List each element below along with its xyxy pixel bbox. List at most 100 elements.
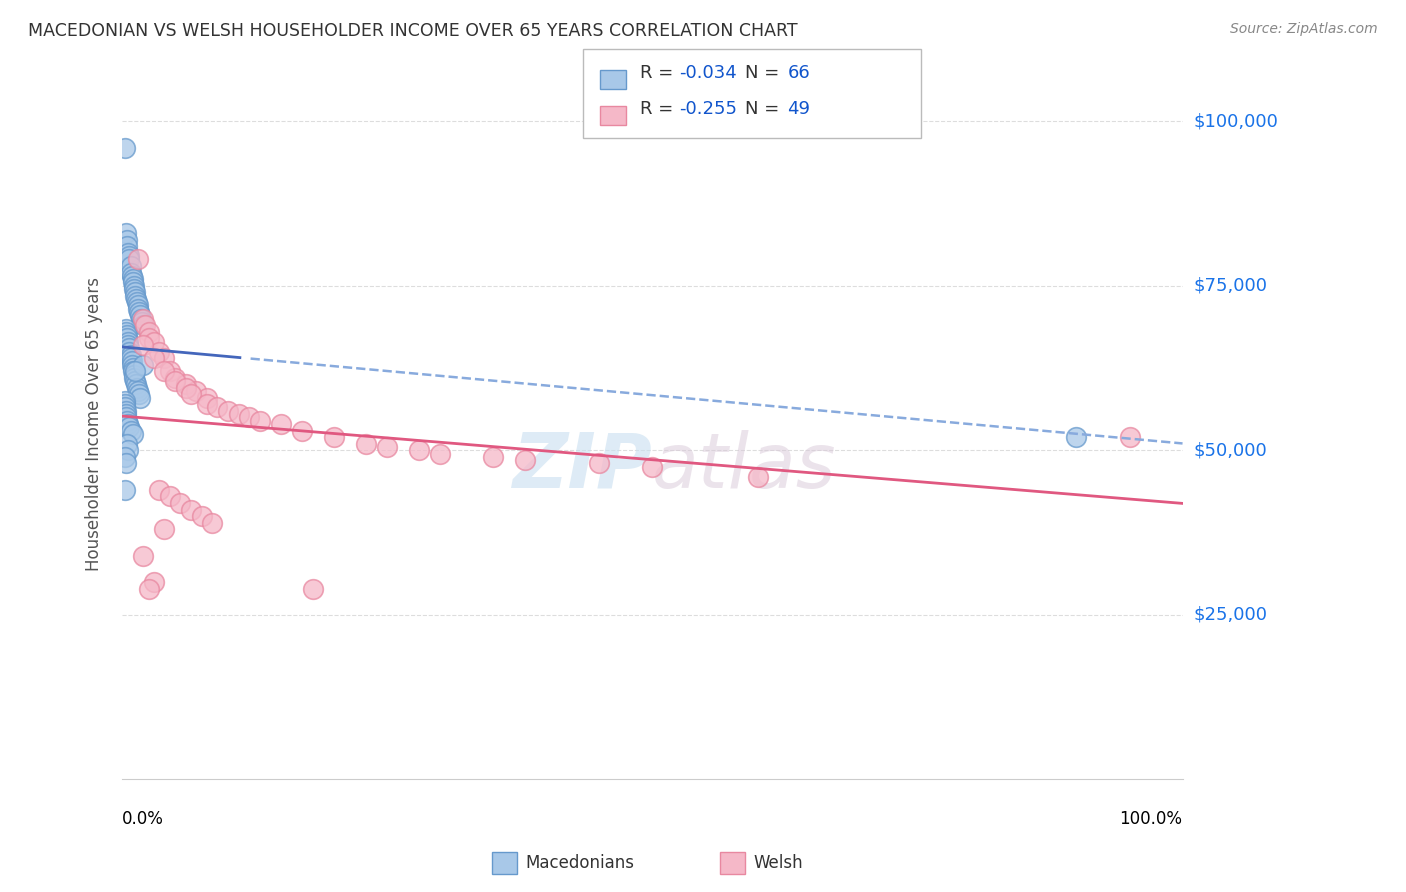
Point (217, 404, 239, 418)
Point (118, 341, 141, 355)
Y-axis label: Householder Income Over 65 years: Householder Income Over 65 years (86, 277, 103, 571)
Point (115, 407, 138, 421)
Point (132, 311, 155, 326)
Point (118, 249, 141, 263)
Text: 49: 49 (787, 100, 810, 118)
Text: atlas: atlas (652, 430, 837, 504)
Point (115, 410, 138, 425)
Point (124, 285, 146, 300)
Point (159, 489, 181, 503)
Point (121, 354, 143, 368)
Text: $100,000: $100,000 (1194, 112, 1278, 130)
Point (115, 457, 138, 471)
Point (159, 364, 181, 378)
Point (249, 414, 271, 428)
Point (153, 522, 176, 536)
Point (117, 436, 139, 450)
Point (114, 483, 136, 497)
Point (117, 233, 139, 247)
Point (513, 453, 536, 467)
Point (125, 292, 148, 306)
Point (115, 321, 138, 335)
Point (153, 351, 176, 365)
Point (117, 239, 139, 253)
Text: 0.0%: 0.0% (122, 810, 165, 828)
Point (180, 502, 202, 516)
Point (114, 397, 136, 411)
Point (128, 387, 150, 401)
Point (134, 318, 156, 333)
Point (117, 328, 139, 343)
Point (291, 424, 314, 438)
Point (122, 282, 145, 296)
Point (142, 351, 165, 365)
Point (408, 443, 430, 458)
Point (115, 325, 138, 339)
Point (125, 377, 148, 392)
Point (201, 516, 224, 530)
Point (117, 334, 139, 349)
Point (180, 387, 202, 401)
Point (165, 371, 187, 385)
Point (127, 301, 149, 316)
Point (114, 393, 136, 408)
Point (190, 509, 212, 524)
Point (115, 404, 138, 418)
Point (122, 278, 145, 293)
Point (118, 344, 141, 359)
Point (115, 226, 138, 240)
Point (125, 295, 148, 310)
Point (121, 358, 143, 372)
Point (138, 331, 160, 345)
Point (747, 469, 769, 483)
Point (114, 401, 136, 415)
Text: -0.034: -0.034 (679, 64, 737, 82)
Point (142, 574, 165, 589)
Point (120, 351, 142, 365)
Point (120, 259, 142, 273)
Point (165, 374, 187, 388)
Point (122, 371, 145, 385)
Point (124, 364, 146, 378)
Point (132, 358, 155, 372)
Point (238, 410, 260, 425)
Point (121, 361, 143, 376)
Point (174, 377, 197, 392)
Point (429, 446, 451, 460)
Point (588, 457, 610, 471)
Point (127, 252, 149, 267)
Point (129, 309, 152, 323)
Text: $50,000: $50,000 (1194, 442, 1267, 459)
Point (120, 424, 142, 438)
Point (121, 276, 143, 290)
Point (270, 417, 292, 431)
Text: N =: N = (745, 64, 785, 82)
Text: MACEDONIAN VS WELSH HOUSEHOLDER INCOME OVER 65 YEARS CORRELATION CHART: MACEDONIAN VS WELSH HOUSEHOLDER INCOME O… (28, 22, 797, 40)
Point (122, 368, 145, 382)
Point (641, 459, 664, 474)
Point (125, 381, 148, 395)
Point (207, 401, 229, 415)
Point (118, 252, 141, 267)
Point (124, 374, 146, 388)
Point (132, 318, 155, 333)
Text: Macedonians: Macedonians (526, 854, 636, 871)
Point (186, 384, 208, 398)
Point (118, 420, 141, 434)
Point (124, 288, 146, 302)
Point (117, 338, 139, 352)
Point (174, 381, 197, 395)
Point (117, 245, 139, 260)
Point (323, 430, 346, 444)
Point (131, 315, 153, 329)
Point (117, 443, 139, 458)
Point (120, 266, 142, 280)
Point (117, 417, 139, 431)
Point (195, 391, 218, 405)
Point (117, 414, 139, 428)
Text: 100.0%: 100.0% (1119, 810, 1182, 828)
Text: N =: N = (745, 100, 785, 118)
Point (127, 384, 149, 398)
Point (153, 364, 176, 378)
Point (302, 582, 325, 596)
